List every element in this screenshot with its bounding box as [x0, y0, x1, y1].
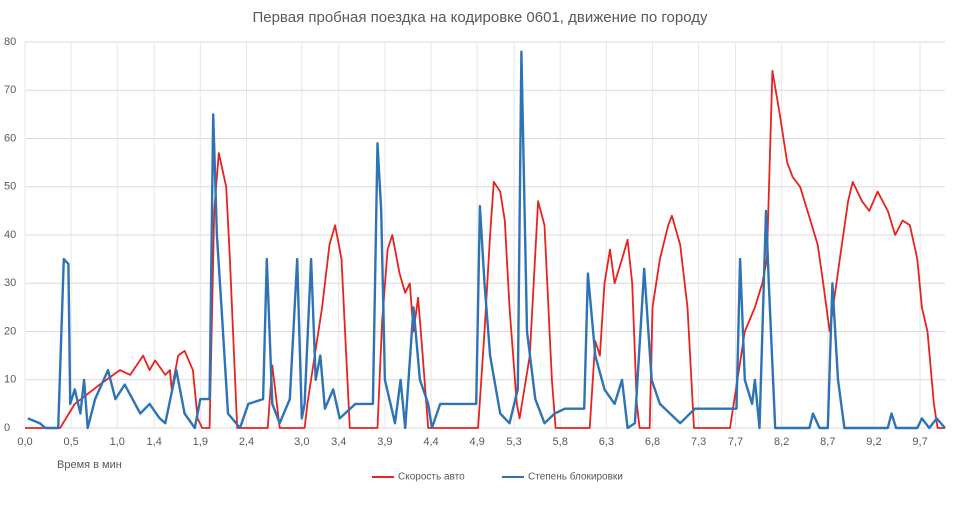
x-tick-label: 0,5	[63, 436, 78, 448]
y-tick-label: 40	[4, 229, 16, 241]
chart-title: Первая пробная поездка на кодировке 0601…	[252, 9, 708, 26]
x-tick-label: 9,2	[866, 436, 881, 448]
x-axis-label: Время в мин	[57, 459, 122, 471]
x-tick-label: 5,3	[506, 436, 521, 448]
x-tick-label: 4,9	[470, 436, 485, 448]
x-tick-label: 6,3	[599, 436, 614, 448]
legend-label: Скорость авто	[398, 472, 465, 483]
x-tick-label: 7,7	[728, 436, 743, 448]
series-line	[25, 70, 945, 429]
y-tick-label: 70	[4, 84, 16, 96]
x-tick-label: 4,4	[423, 436, 438, 448]
x-tick-label: 5,8	[553, 436, 568, 448]
x-tick-label: 8,7	[820, 436, 835, 448]
x-tick-label: 7,3	[691, 436, 706, 448]
x-tick-label: 8,2	[774, 436, 789, 448]
x-tick-label: 1,0	[110, 436, 125, 448]
legend-label: Степень блокировки	[528, 471, 623, 483]
x-tick-label: 3,9	[377, 436, 392, 448]
x-tick-label: 1,4	[147, 436, 162, 448]
x-tick-label: 1,9	[193, 436, 208, 448]
y-tick-label: 50	[4, 181, 16, 193]
x-tick-label: 9,7	[912, 436, 927, 448]
x-tick-label: 0,0	[17, 436, 32, 448]
x-tick-label: 6,8	[645, 436, 660, 448]
y-tick-label: 0	[4, 422, 10, 434]
series-line	[27, 50, 946, 430]
y-tick-label: 60	[4, 132, 16, 144]
y-tick-label: 80	[4, 36, 16, 48]
y-tick-label: 20	[4, 325, 16, 337]
x-tick-label: 2,4	[239, 436, 254, 448]
x-tick-label: 3,4	[331, 436, 346, 448]
y-tick-label: 10	[4, 374, 16, 386]
y-tick-label: 30	[4, 277, 16, 289]
x-tick-label: 3,0	[294, 436, 309, 448]
